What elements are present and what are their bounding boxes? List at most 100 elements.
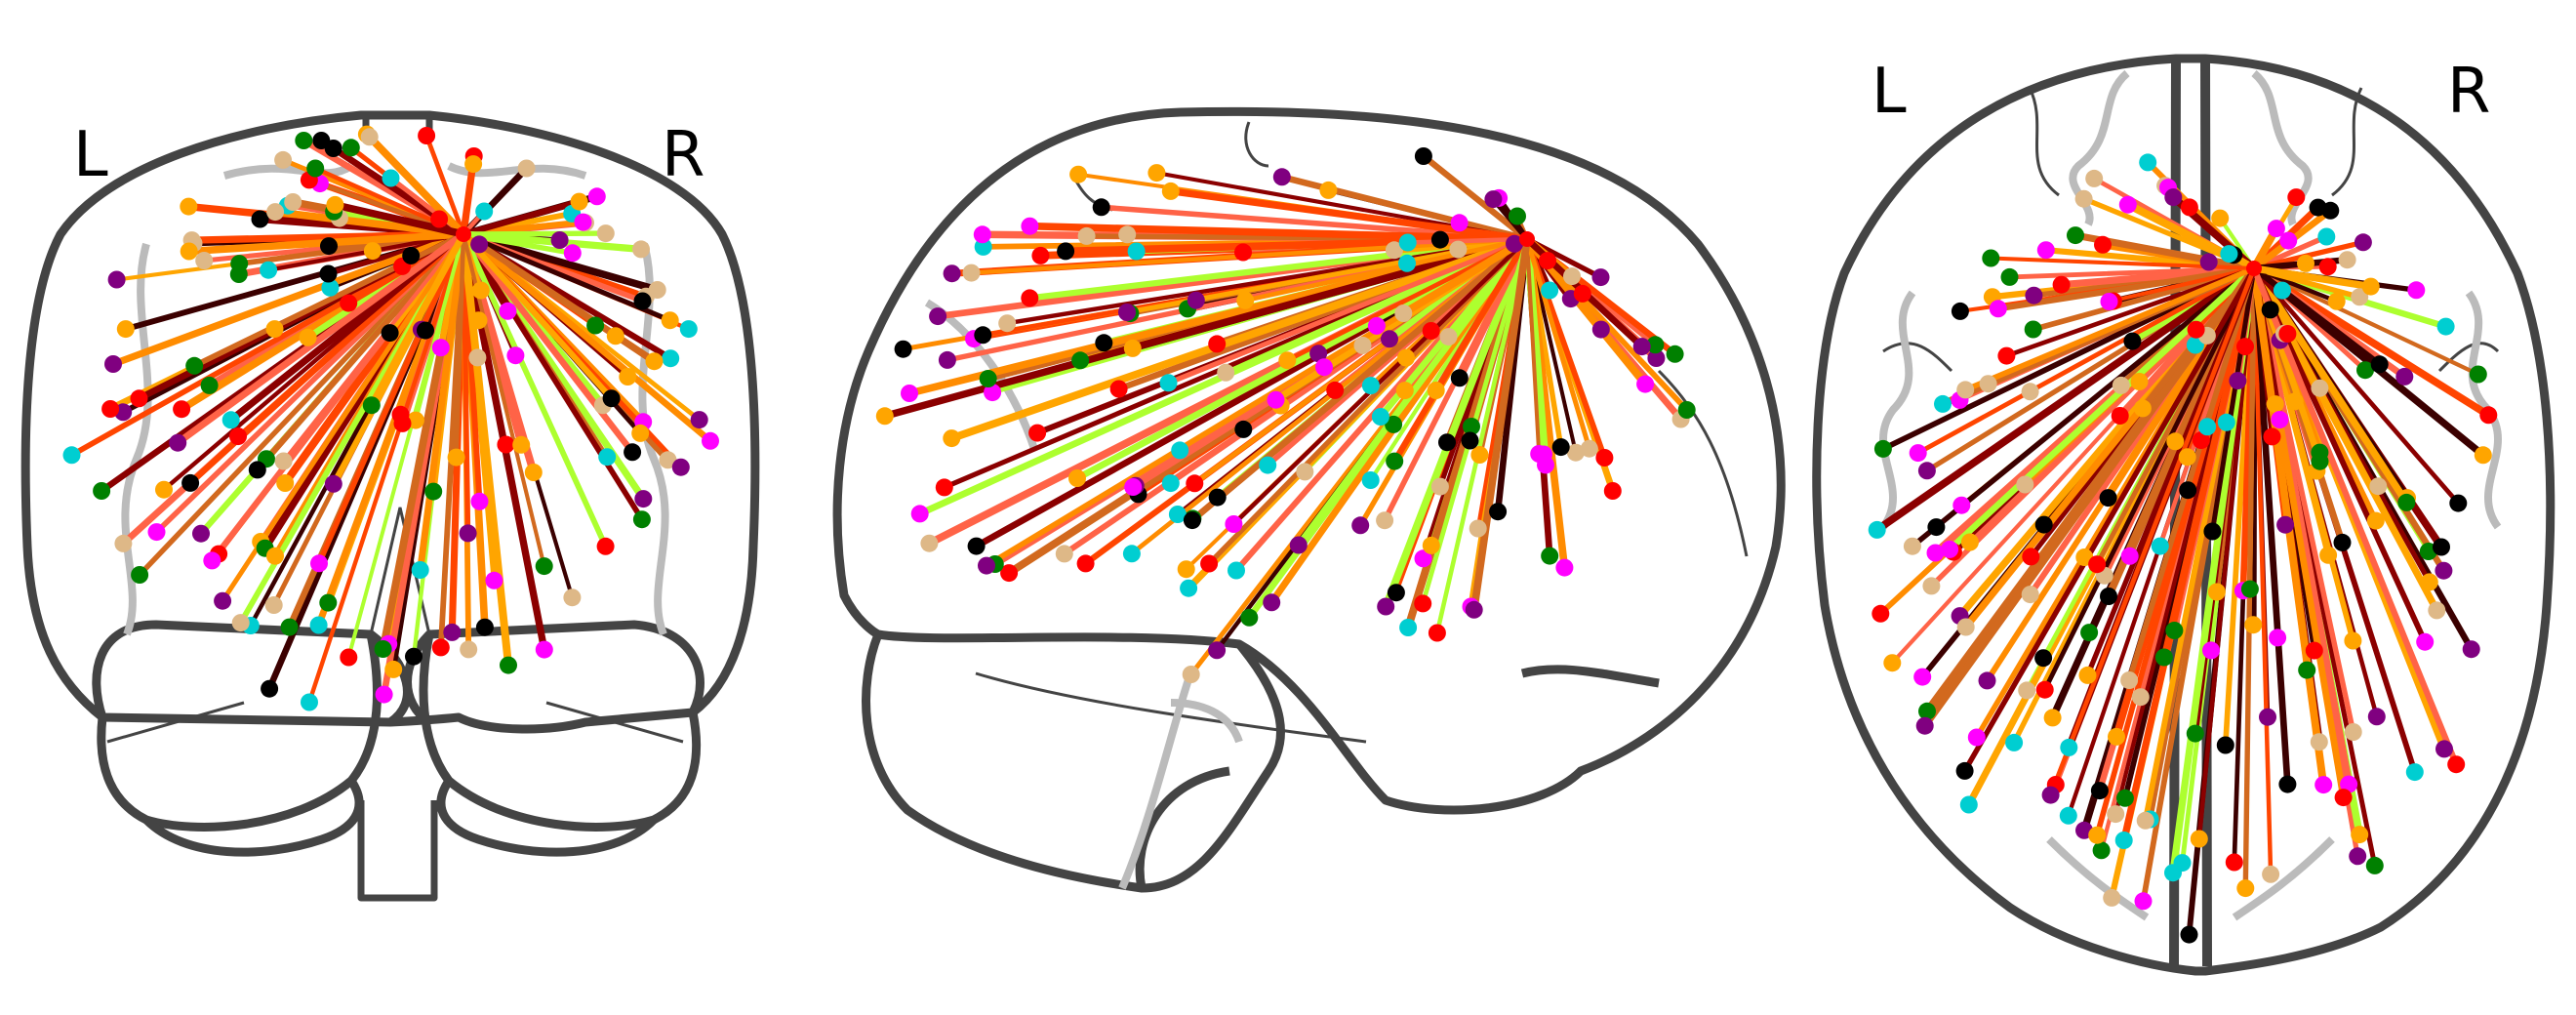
axial-node (2035, 680, 2054, 699)
sagittal-node (1263, 593, 1281, 612)
axial-node (1934, 394, 1952, 413)
sagittal-node (1573, 284, 1591, 303)
axial-node (2333, 533, 2352, 551)
sagittal-node (1234, 420, 1253, 438)
sagittal-node (938, 350, 956, 369)
axial-node (2407, 281, 2426, 300)
coronal-node (497, 435, 515, 454)
axial-node (2078, 666, 2097, 684)
coronal-node (264, 596, 283, 614)
axial-edge (2250, 264, 2375, 291)
axial-edge (2048, 265, 2257, 797)
sagittal-node (978, 556, 995, 575)
sagittal-node (1240, 608, 1259, 627)
sagittal-node (1234, 243, 1252, 262)
axial-node (2474, 446, 2492, 465)
axial-node (2134, 892, 2153, 911)
coronal-node (469, 311, 488, 330)
axial-node (2367, 708, 2386, 726)
axial-node (2022, 548, 2040, 566)
sagittal-node (1180, 579, 1198, 597)
axial-node (1989, 300, 2007, 318)
coronal-node (181, 473, 200, 492)
axial-edge (2120, 264, 2258, 844)
sagittal-view (832, 106, 1786, 893)
sagittal-node (1430, 477, 1449, 496)
sagittal-node (1509, 207, 1526, 225)
axial-node (2080, 624, 2099, 642)
coronal-edge (368, 230, 467, 409)
sagittal-node (1200, 554, 1219, 573)
axial-edge (1915, 265, 2257, 456)
sagittal-node (1315, 358, 1333, 377)
coronal-node (180, 242, 198, 261)
axial-node (2136, 811, 2154, 830)
axial-node (2207, 583, 2226, 601)
coronal-node (384, 660, 403, 678)
coronal-node (634, 490, 653, 508)
sagittal-node (1118, 225, 1137, 244)
axial-node (2351, 826, 2369, 844)
coronal-node (661, 311, 679, 330)
axial-edge (1910, 265, 2257, 549)
axial-node (2074, 189, 2093, 208)
coronal-node (470, 235, 489, 254)
axial-node (2166, 432, 2185, 451)
axial-node (1909, 444, 1927, 463)
axial-node (2266, 395, 2284, 414)
coronal-node (173, 400, 191, 419)
sagittal-node (929, 307, 947, 326)
coronal-node (587, 187, 606, 206)
coronal-node (266, 547, 284, 565)
sagittal-node (875, 407, 894, 426)
sagittal-node (1427, 382, 1445, 399)
axial-node (2107, 805, 2125, 824)
coronal-node (295, 132, 313, 149)
axial-node (2267, 220, 2285, 238)
axial-node (2090, 782, 2109, 800)
coronal-edge (316, 231, 466, 567)
axial-node (2165, 622, 2184, 639)
coronal-node (633, 292, 652, 310)
axial-node (2334, 789, 2353, 807)
axial-node (2278, 775, 2297, 793)
sagittal-node (1566, 443, 1585, 462)
coronal-node (180, 197, 198, 216)
axial-view: L R (1812, 54, 2556, 976)
coronal-node (284, 193, 302, 211)
coronal-node (131, 566, 149, 584)
coronal-node (147, 523, 166, 542)
coronal-node (506, 346, 525, 365)
sagittal-node (1398, 233, 1417, 252)
sagittal-node (1028, 424, 1047, 442)
axial-edge (2251, 265, 2274, 877)
axial-node (2278, 325, 2297, 343)
sagittal-node (1353, 336, 1372, 354)
axial-node (1868, 520, 1886, 539)
axial-node (2114, 832, 2133, 849)
axial-node (1913, 668, 1932, 686)
axial-node (2279, 231, 2298, 250)
axial-node (2131, 688, 2150, 707)
axial-node (2133, 399, 2152, 418)
axial-node (1960, 533, 1979, 551)
axial-node (2436, 317, 2455, 336)
coronal-node (62, 446, 81, 465)
sagittal-node (1092, 198, 1110, 217)
sagittal-node (1470, 446, 1489, 464)
axial-node (2310, 733, 2328, 751)
axial-node (2005, 733, 2024, 751)
axial-node (2433, 538, 2450, 556)
coronal-node (324, 140, 342, 157)
coronal-node (447, 448, 465, 467)
sagittal-edge (1420, 152, 1531, 243)
axial-node (2108, 727, 2125, 746)
axial-node (2024, 320, 2042, 339)
sagittal-node (1595, 449, 1614, 467)
sagittal-node (1208, 488, 1227, 507)
coronal-node (690, 411, 708, 429)
coronal-node (319, 264, 338, 283)
axial-left-label: L (1872, 56, 1907, 128)
sagittal-node (1461, 431, 1479, 450)
coronal-node (606, 327, 624, 345)
